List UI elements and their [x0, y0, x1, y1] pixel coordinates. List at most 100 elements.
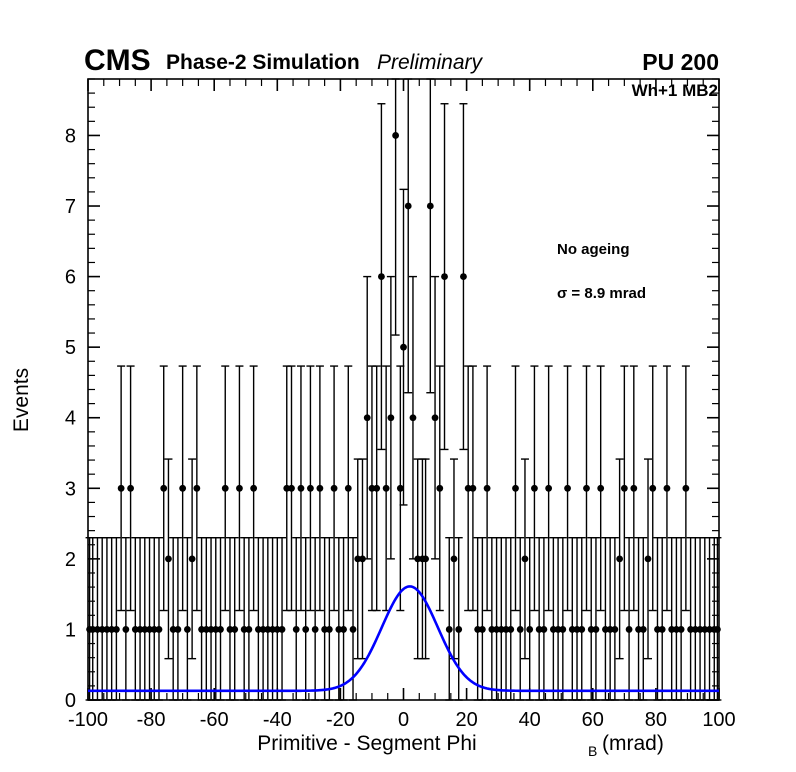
- data-marker: [400, 343, 407, 351]
- data-marker: [592, 626, 600, 633]
- data-point: [421, 458, 430, 660]
- data-point: [131, 536, 140, 701]
- data-point: [667, 536, 676, 701]
- data-point: [582, 365, 591, 612]
- data-point: [164, 458, 173, 660]
- data-point: [535, 536, 544, 701]
- data-marker: [359, 555, 366, 563]
- data-point: [596, 365, 605, 612]
- data-point: [563, 365, 572, 612]
- data-point: [653, 536, 662, 701]
- data-point: [449, 458, 458, 660]
- data-marker: [340, 626, 347, 633]
- data-marker: [587, 626, 595, 633]
- data-point: [629, 365, 638, 612]
- data-point: [478, 536, 487, 701]
- data-marker: [668, 626, 676, 633]
- data-point: [140, 536, 149, 701]
- data-marker: [606, 626, 614, 633]
- data-marker: [283, 484, 291, 492]
- data-marker: [226, 626, 234, 633]
- data-point: [516, 536, 525, 701]
- data-point: [358, 458, 367, 660]
- data-marker: [254, 626, 262, 633]
- plot-data-layer: -100 -80 -60 -40 -20 0 20 40 60 80 100 0 1 2 3 4 5 6 7 8: [65, 78, 736, 731]
- data-marker: [691, 626, 699, 633]
- data-point: [601, 536, 610, 701]
- data-point: [259, 536, 268, 701]
- data-point: [686, 536, 695, 701]
- data-point: [658, 536, 667, 701]
- data-marker: [108, 626, 116, 633]
- data-point: [539, 536, 548, 701]
- data-marker: [460, 273, 467, 280]
- data-point: [349, 536, 358, 701]
- x-axis-title: Primitive - Segment Phi: [257, 732, 476, 755]
- data-marker: [202, 626, 210, 633]
- data-marker: [706, 626, 713, 633]
- data-marker: [131, 626, 139, 633]
- data-point: [435, 365, 444, 612]
- data-point: [240, 536, 249, 701]
- data-point: [93, 536, 102, 701]
- y-axis-title: Events: [10, 368, 33, 432]
- x-axis-unit: (mrad): [602, 732, 664, 755]
- data-marker: [554, 626, 562, 633]
- data-marker: [474, 626, 482, 633]
- data-point: [700, 536, 709, 701]
- fit-curve: [88, 585, 719, 693]
- data-point: [334, 536, 343, 701]
- data-point: [644, 458, 653, 660]
- data-point: [254, 536, 263, 701]
- data-point: [549, 536, 558, 701]
- data-marker: [620, 484, 628, 492]
- data-marker: [483, 484, 491, 492]
- y-tick-label: 0: [65, 690, 76, 712]
- phase2-simulation-label: Phase-2 Simulation: [166, 51, 360, 74]
- data-point: [159, 365, 168, 612]
- data-marker: [174, 626, 182, 633]
- y-tick-label: 3: [65, 478, 76, 500]
- y-tick-label: 4: [65, 408, 76, 430]
- data-point: [188, 458, 197, 660]
- data-marker: [625, 626, 633, 633]
- y-tick-label: 6: [65, 267, 76, 289]
- data-point: [377, 103, 386, 451]
- data-point: [325, 536, 334, 701]
- data-marker: [549, 626, 557, 633]
- data-marker: [198, 626, 205, 633]
- data-point: [558, 536, 567, 701]
- data-marker: [382, 484, 390, 492]
- data-point: [606, 536, 615, 701]
- data-point: [459, 103, 468, 451]
- data-point: [117, 365, 126, 612]
- data-marker: [236, 484, 243, 492]
- data-marker: [635, 626, 642, 633]
- data-marker: [464, 484, 472, 492]
- data-point: [691, 536, 700, 701]
- data-marker: [122, 626, 130, 633]
- data-marker: [450, 555, 458, 563]
- sigma-label: σ = 8.9 mrad: [557, 285, 646, 302]
- data-marker: [516, 626, 524, 633]
- data-point: [554, 536, 563, 701]
- data-point: [620, 365, 629, 612]
- data-marker: [573, 626, 581, 633]
- data-point: [221, 365, 230, 612]
- data-point: [211, 536, 220, 701]
- data-marker: [240, 626, 248, 633]
- data-marker: [654, 626, 661, 633]
- x-axis-title-subscript: B: [588, 743, 597, 759]
- data-point: [587, 536, 596, 701]
- data-marker: [616, 555, 624, 563]
- data-point: [249, 365, 258, 612]
- x-tick-label: -100: [68, 709, 108, 731]
- data-point: [497, 536, 506, 701]
- data-point: [577, 536, 586, 701]
- data-point: [568, 536, 577, 701]
- data-point: [639, 536, 648, 701]
- data-point: [473, 536, 482, 701]
- data-point: [520, 458, 529, 660]
- data-marker: [150, 626, 158, 633]
- data-marker: [521, 555, 529, 563]
